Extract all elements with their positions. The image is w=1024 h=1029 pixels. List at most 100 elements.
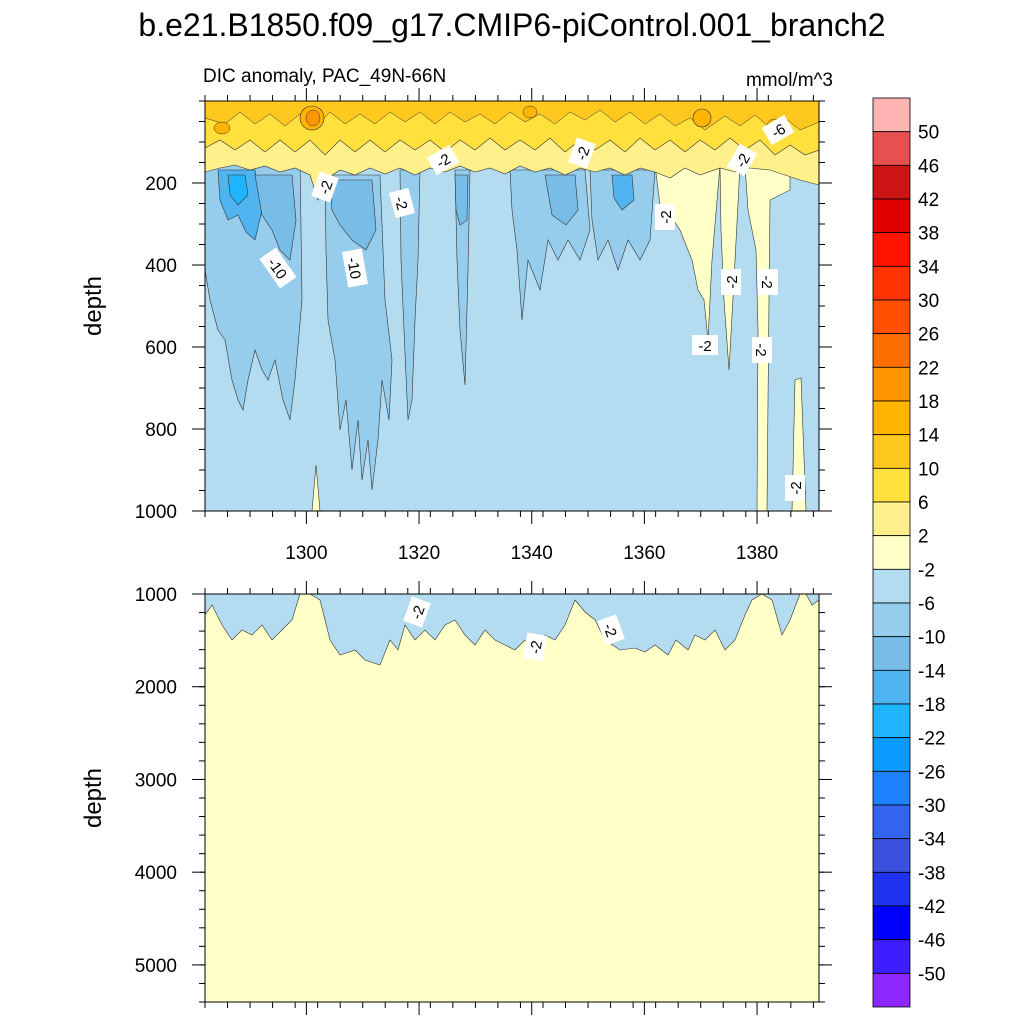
contour-label-box (655, 204, 675, 230)
contour-label: -2 (752, 337, 772, 363)
y-tick-label: 1000 (135, 585, 177, 606)
contour-label: -2 (426, 144, 460, 176)
contour-label: -2 (388, 187, 416, 219)
colorbar-swatch (872, 939, 911, 974)
contour-label-box (403, 596, 431, 628)
contour-label: -2 (403, 596, 431, 628)
bright-blue-core-6 (544, 174, 579, 226)
upper-ylabel: depth (80, 276, 107, 336)
contour-label-box (785, 475, 805, 501)
colorbar-swatch (872, 737, 911, 772)
colorbar-swatch (872, 232, 911, 267)
contour-label-text: -2 (752, 343, 769, 356)
chart-units: mmol/m^3 (746, 70, 833, 91)
y-tick-label: 1000 (135, 502, 177, 523)
contour-label-text: -2 (408, 603, 429, 621)
colorbar-swatch (872, 198, 911, 234)
bright-blue-core-2 (227, 174, 249, 206)
colorbar-swatch (872, 131, 911, 166)
yellow-deep-plume-5 (311, 464, 321, 511)
colorbar-label: -46 (918, 931, 945, 952)
colorbar-label: 2 (918, 527, 929, 548)
colorbar-swatch (872, 669, 911, 705)
contour-label: -2 (726, 143, 758, 177)
colorbar-label: 26 (918, 325, 939, 346)
mid-blue-region-6 (589, 169, 656, 271)
contour-label-box (721, 269, 741, 295)
lower-ylabel: depth (80, 768, 107, 828)
colorbar-label: 34 (918, 257, 940, 278)
lower-panel-background (205, 594, 819, 1002)
contour-label: -2 (692, 335, 718, 355)
chart-title: b.e21.B1850.f09_g17.CMIP6-piControl.001_… (138, 7, 885, 43)
x-tick-label: 1300 (285, 543, 327, 564)
colorbar-swatch (872, 467, 911, 503)
y-tick-label: 2000 (135, 678, 177, 699)
orange-anomaly-3 (692, 108, 712, 128)
colorbar-label: -22 (918, 729, 945, 750)
colorbar-label: 22 (918, 358, 939, 379)
colorbar-swatch (872, 804, 911, 840)
y-tick-label: 400 (145, 256, 177, 277)
contour-label: -6 (761, 114, 795, 146)
colorbar-label: -14 (918, 661, 946, 682)
contour-label-text: -2 (658, 210, 675, 223)
colorbar-label: -6 (918, 594, 935, 615)
colorbar-swatch (872, 265, 911, 301)
colorbar-label: 50 (918, 123, 939, 144)
contour-label-text: -2 (573, 144, 594, 162)
contour-label: -2 (721, 269, 741, 295)
lower-panel: 1000 2000 3000 4000 5000 -2 -2 -2 depth (80, 581, 832, 1015)
colorbar-swatch (872, 838, 911, 873)
y-tick-label: 600 (145, 338, 177, 359)
contour-label-box (311, 171, 339, 203)
contour-label-box (388, 187, 416, 219)
colorbar-swatch (872, 366, 911, 402)
y-tick-label: 4000 (135, 863, 177, 884)
lower-blue-near-1000m (205, 594, 819, 666)
contour-label-box (426, 144, 460, 176)
colorbar-label: -34 (918, 830, 946, 851)
y-tick-label: 800 (145, 420, 177, 441)
colorbar-swatch (872, 501, 911, 537)
colorbar-label: 30 (918, 291, 939, 312)
mid-blue-region-2 (324, 174, 393, 491)
colorbar-label: 10 (918, 459, 939, 480)
orange-anomaly-4 (213, 121, 231, 135)
colorbar-label: 14 (918, 426, 940, 447)
colorbar-label: 6 (918, 493, 929, 514)
colorbar-swatch (872, 905, 911, 941)
contour-label-box (568, 137, 596, 169)
colorbar-label: -2 (918, 560, 935, 581)
y-tick-label: 200 (145, 174, 177, 195)
colorbar-swatch (872, 434, 911, 469)
contour-label-box (692, 335, 718, 355)
contour-label-box (758, 269, 778, 295)
contour-label-text: -2 (724, 275, 741, 288)
colorbar-label: 42 (918, 190, 939, 211)
contour-label: -10 (342, 248, 368, 288)
bright-blue-core-5 (454, 174, 469, 226)
contour-label-box (522, 632, 548, 662)
contour-label: -2 (655, 204, 675, 230)
colorbar-swatch (872, 871, 911, 907)
colorbar-label: 18 (918, 392, 939, 413)
colorbar-label: -26 (918, 762, 945, 783)
contour-label-box (752, 337, 772, 363)
contour-label: -2 (597, 614, 625, 646)
contour-label-text: -2 (788, 481, 805, 494)
colorbar: 50 46 42 38 34 30 26 22 18 14 10 6 2 -2 -6 -10 -14 -18 -22… (872, 97, 946, 1008)
contour-label-text: -10 (343, 256, 364, 280)
contour-label-text: -2 (758, 275, 775, 288)
colorbar-swatch (872, 972, 911, 1008)
contour-label-text: -2 (599, 621, 620, 639)
upper-axis-ticks: 1300 1320 1340 1360 1380 200 400 600 800 1000 (135, 88, 832, 564)
colorbar-label: -18 (918, 695, 945, 716)
contour-label-box (597, 614, 625, 646)
lower-contour-labels: -2 -2 -2 (403, 596, 625, 662)
colorbar-label: 46 (918, 156, 939, 177)
contour-label: -2 (758, 269, 778, 295)
contour-label-text: -2 (698, 338, 711, 355)
